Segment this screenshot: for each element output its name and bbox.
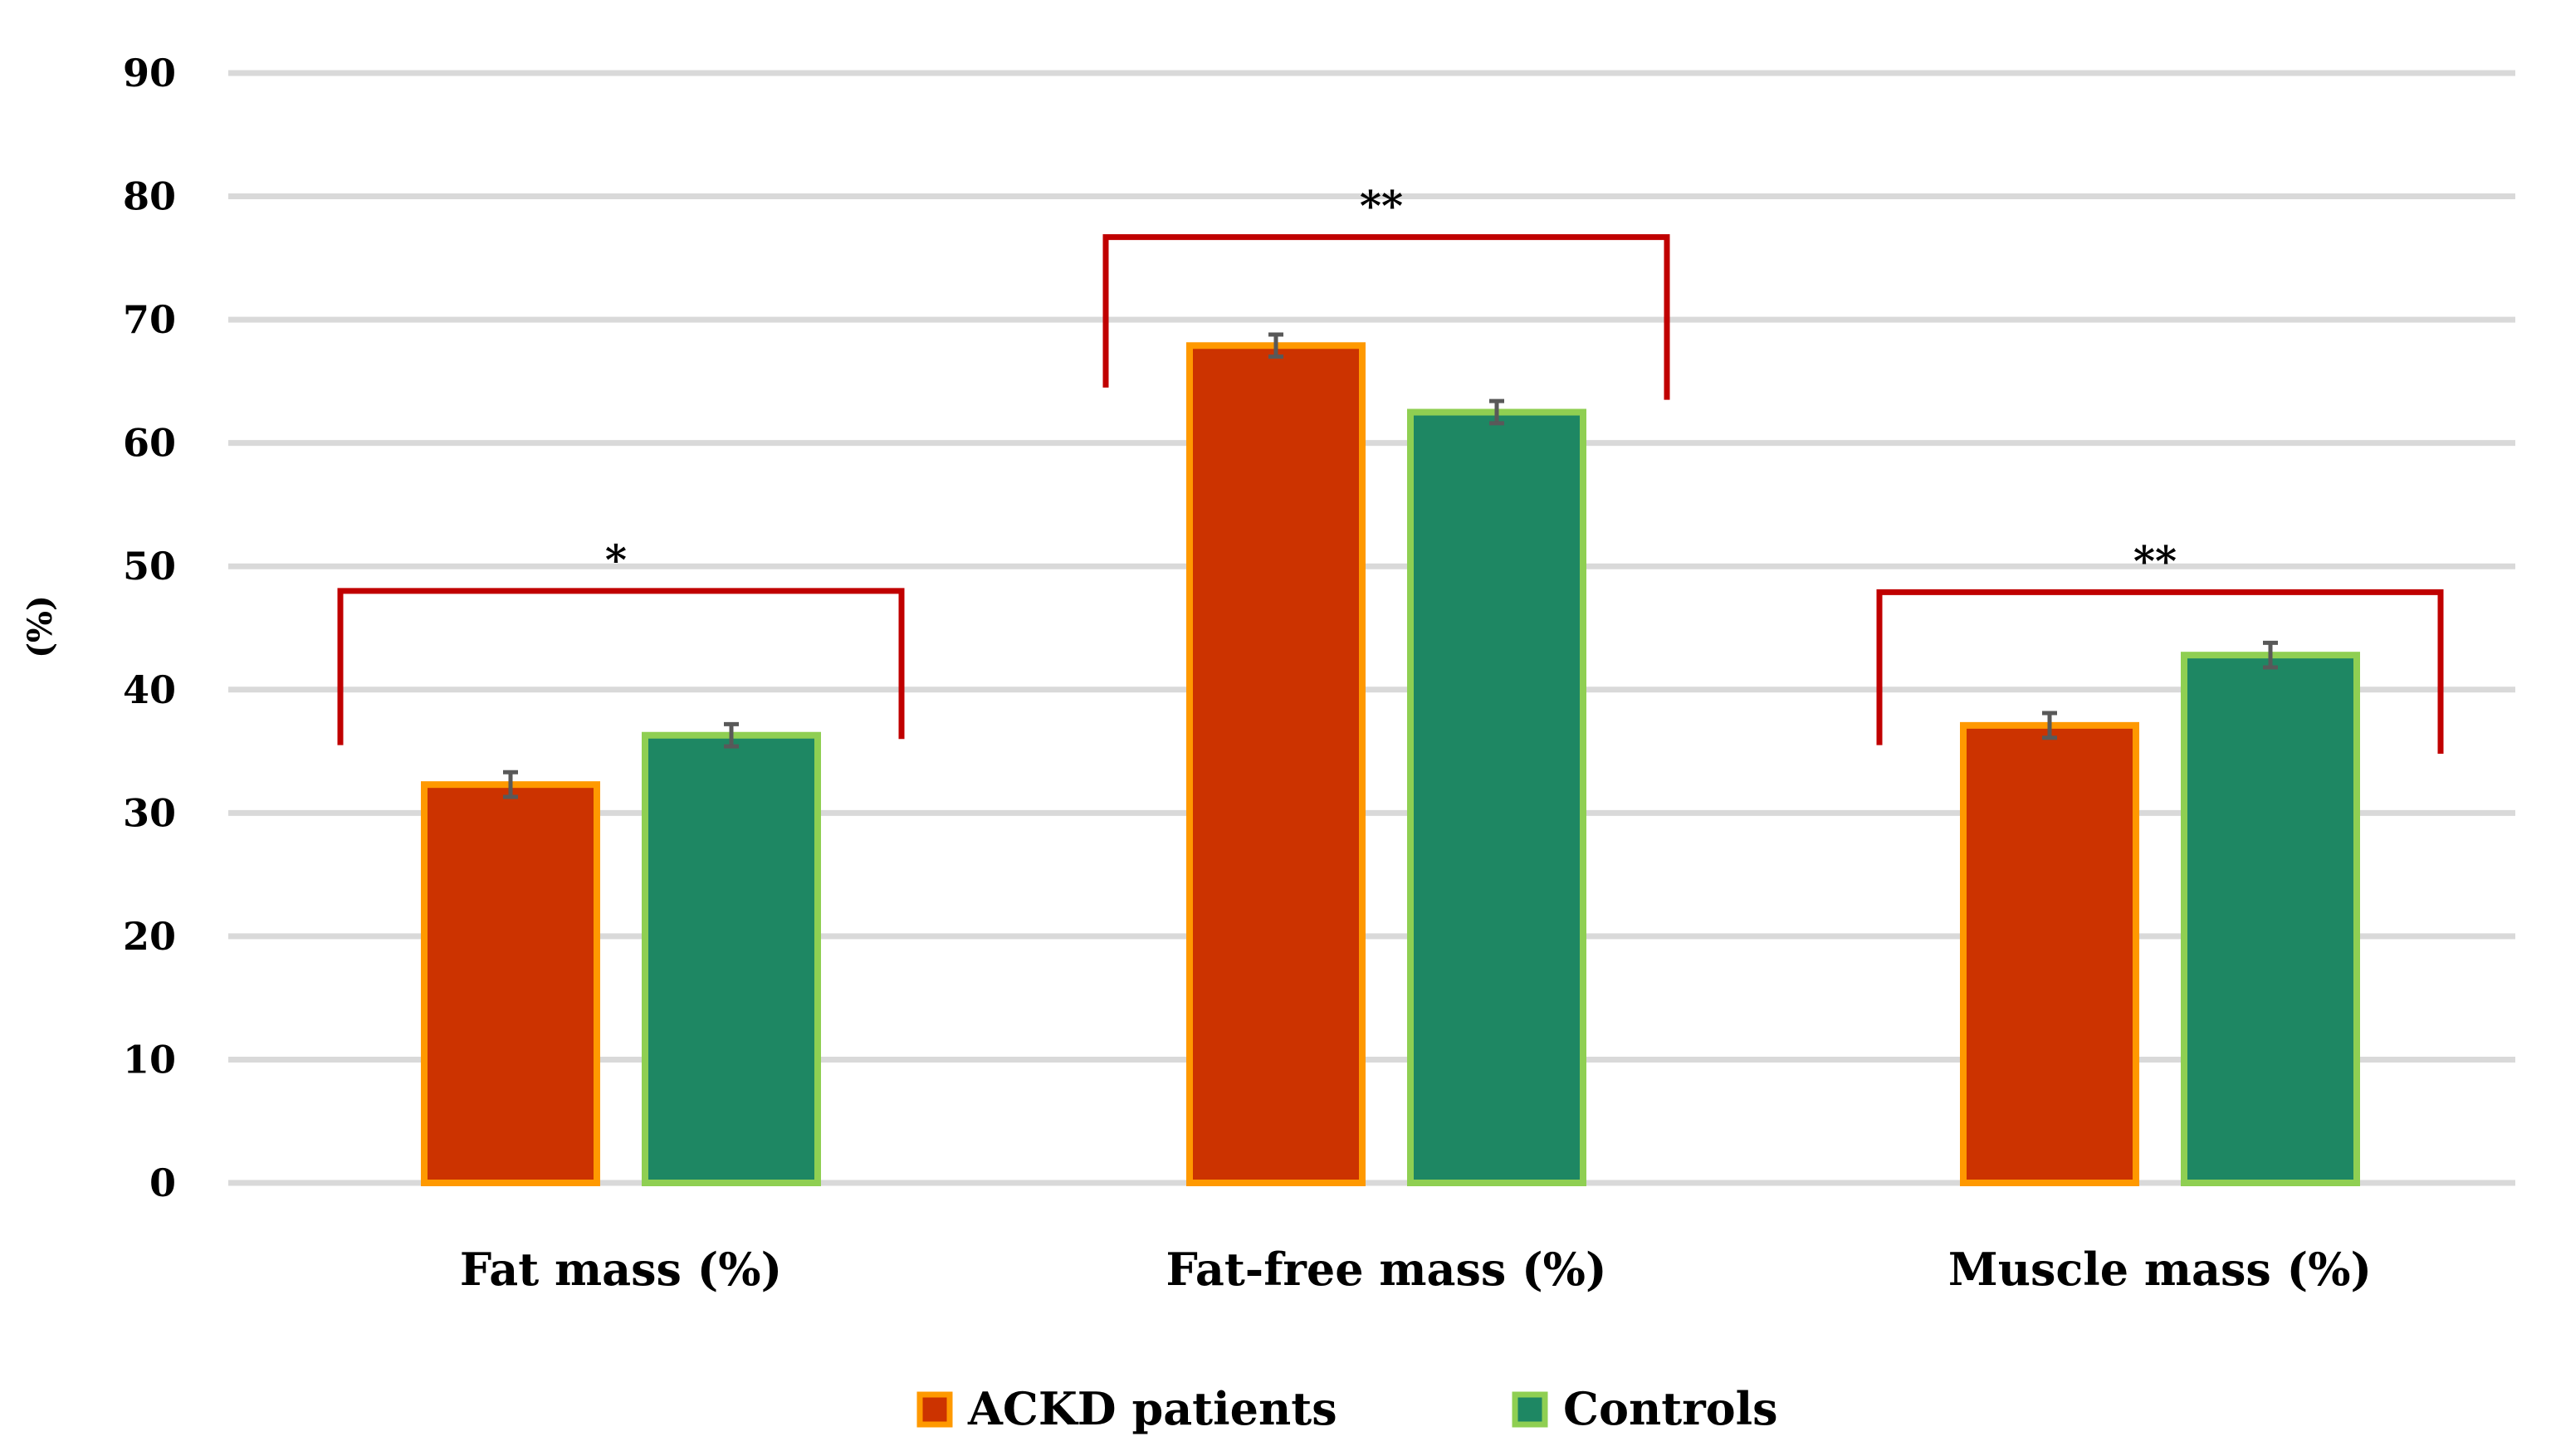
significance-bracket (1102, 234, 1670, 400)
gridlines (228, 70, 2515, 1186)
significance-label: * (605, 535, 627, 584)
significance-label: ** (2133, 536, 2177, 585)
y-tick-label: 80 (123, 174, 176, 219)
legend: ACKD patients Controls (916, 1382, 1778, 1435)
y-tick-label: 60 (123, 421, 176, 466)
bar (642, 731, 821, 1186)
significance-bracket (337, 588, 905, 745)
x-category-label: Fat mass (%) (460, 1243, 782, 1296)
significance-brackets: ***** (337, 182, 2444, 755)
y-axis-ticks: 0 10 20 30 40 50 60 70 80 90 (123, 51, 176, 1205)
bar (1407, 408, 1586, 1186)
y-tick-label: 10 (123, 1037, 176, 1082)
significance-label: ** (1360, 182, 1403, 231)
bar (1186, 342, 1366, 1186)
bar (1960, 721, 2139, 1186)
y-tick-label: 90 (123, 51, 176, 95)
error-bars (503, 332, 2278, 799)
y-tick-label: 40 (123, 667, 176, 712)
bar (2181, 652, 2360, 1186)
bars (421, 342, 2360, 1186)
y-tick-label: 0 (149, 1160, 176, 1205)
y-tick-label: 70 (123, 297, 176, 342)
y-axis-label: (%) (21, 595, 60, 658)
bar (421, 781, 600, 1186)
legend-swatch (1512, 1391, 1548, 1428)
y-tick-label: 20 (123, 914, 176, 959)
x-axis-categories: Fat mass (%) Fat-free mass (%) Muscle mass… (460, 1243, 2372, 1296)
y-tick-label: 50 (123, 544, 176, 589)
legend-label: Controls (1563, 1382, 1778, 1435)
x-category-label: Fat-free mass (%) (1166, 1243, 1606, 1296)
legend-label: ACKD patients (967, 1382, 1337, 1435)
significance-bracket (1876, 589, 2444, 755)
y-tick-label: 30 (123, 790, 176, 835)
legend-swatch (916, 1391, 953, 1428)
x-category-label: Muscle mass (%) (1948, 1243, 2372, 1296)
